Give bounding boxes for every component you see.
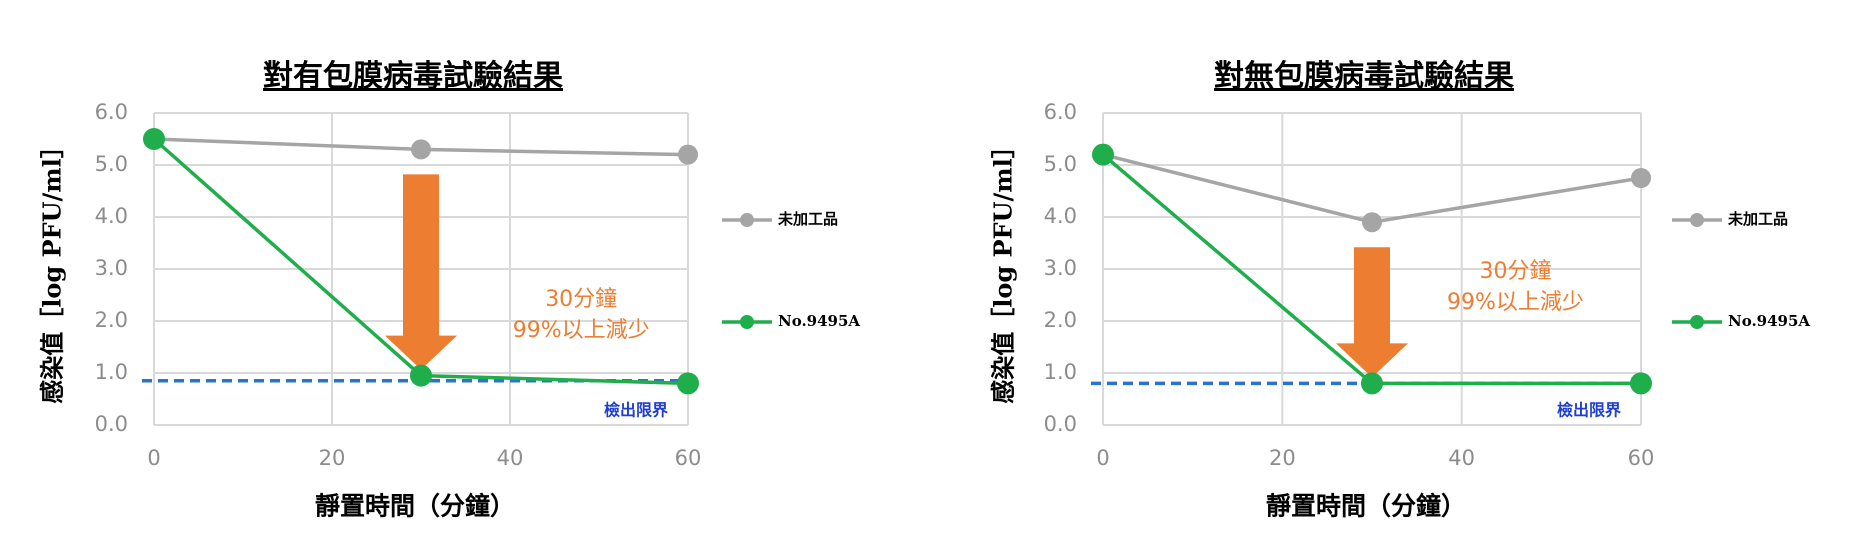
data-point — [1630, 372, 1652, 395]
annotation: 30分鐘 — [545, 287, 617, 312]
chart-title: 對有包膜病毒試驗結果 — [263, 59, 563, 94]
data-point — [678, 144, 698, 165]
reduction-arrow — [1336, 247, 1408, 378]
data-point — [410, 364, 432, 387]
x-tick-label: 20 — [319, 446, 346, 470]
x-tick-label: 40 — [497, 446, 524, 470]
x-tick-label: 60 — [675, 446, 702, 470]
x-tick-label: 60 — [1628, 446, 1655, 470]
y-axis-label: 感染值［log PFU/ml］ — [38, 134, 67, 404]
x-tick-label: 0 — [147, 446, 160, 470]
y-tick-label: 1.0 — [1044, 360, 1077, 384]
limit-label: 檢出限界 — [1557, 401, 1621, 420]
limit-label: 檢出限界 — [604, 401, 668, 420]
data-point — [1631, 168, 1651, 188]
y-tick-label: 4.0 — [95, 204, 128, 228]
x-tick-label: 0 — [1096, 446, 1109, 470]
legend-marker — [1690, 213, 1704, 227]
data-point — [1361, 372, 1383, 395]
annotation: 99%以上減少 — [513, 318, 650, 343]
x-tick-label: 20 — [1269, 446, 1296, 470]
y-tick-label: 3.0 — [1044, 256, 1077, 280]
x-axis-label: 靜置時間（分鐘） — [315, 492, 515, 521]
data-point — [143, 128, 165, 150]
legend-marker — [740, 315, 754, 329]
y-tick-label: 6.0 — [95, 100, 128, 124]
x-tick-label: 40 — [1448, 446, 1475, 470]
legend-label: No.9495A — [778, 312, 860, 330]
legend-marker — [740, 213, 754, 227]
y-tick-label: 2.0 — [1044, 308, 1077, 332]
chart-title: 對無包膜病毒試驗結果 — [1214, 59, 1514, 94]
x-axis-label: 靜置時間（分鐘） — [1266, 492, 1466, 521]
legend-label: No.9495A — [1728, 312, 1810, 330]
y-axis-label: 感染值［log PFU/ml］ — [989, 134, 1018, 404]
data-point — [1092, 143, 1114, 166]
legend-label: 未加工品 — [1727, 210, 1788, 228]
y-tick-label: 0.0 — [95, 412, 128, 436]
y-tick-label: 5.0 — [95, 152, 128, 176]
y-tick-label: 5.0 — [1044, 152, 1077, 176]
legend-label: 未加工品 — [777, 210, 838, 228]
y-tick-label: 4.0 — [1044, 204, 1077, 228]
y-tick-label: 3.0 — [95, 256, 128, 280]
annotation: 30分鐘 — [1479, 259, 1551, 284]
data-point — [411, 139, 431, 160]
reduction-arrow — [385, 174, 457, 370]
y-tick-label: 2.0 — [95, 308, 128, 332]
legend-marker — [1690, 315, 1704, 329]
data-point — [677, 372, 699, 395]
data-point — [1362, 212, 1382, 233]
y-tick-label: 6.0 — [1044, 100, 1077, 124]
annotation: 99%以上減少 — [1447, 290, 1584, 315]
y-tick-label: 1.0 — [95, 360, 128, 384]
y-tick-label: 0.0 — [1044, 412, 1077, 436]
